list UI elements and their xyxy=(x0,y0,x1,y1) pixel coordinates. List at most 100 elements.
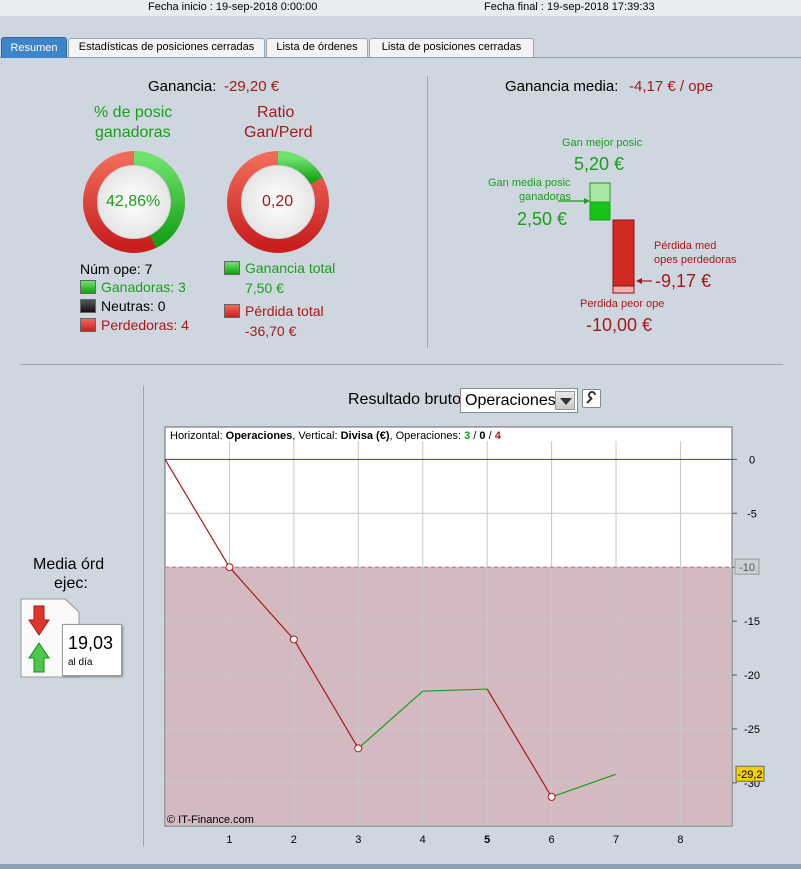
ratio-title-2: Gan/Perd xyxy=(244,124,313,141)
series-segment xyxy=(164,459,230,568)
worst-loss-label: Perdida peor ope xyxy=(580,298,665,310)
red-down-arrow-icon xyxy=(28,605,50,636)
avg-win-arrow-icon xyxy=(558,198,590,204)
win-pct-donut xyxy=(83,151,185,253)
win-pct-title-2: ganadoras xyxy=(95,124,171,141)
avg-loss-arrow-icon xyxy=(636,278,652,284)
tab-closed-position-list[interactable]: Lista de posiciones cerradas xyxy=(369,38,534,57)
chevron-down-icon[interactable] xyxy=(555,391,575,410)
orders-card: 19,03 al día xyxy=(62,624,122,676)
avg-loss-label: Pérdida med xyxy=(654,240,717,252)
num-ope: Núm ope: 7 xyxy=(80,261,153,277)
series-segment xyxy=(357,690,424,749)
y-tick-label: -20 xyxy=(744,670,760,682)
wrench-icon xyxy=(586,391,596,404)
bottom-border xyxy=(0,864,801,869)
x-tick-label: 3 xyxy=(355,834,361,846)
drawdown-label: -10 xyxy=(739,562,755,574)
losers-count: Perdedoras: 4 xyxy=(101,317,189,333)
data-point xyxy=(354,744,363,753)
gain-label: Ganancia: xyxy=(148,78,217,95)
y-tick-label: -5 xyxy=(747,508,757,520)
avg-gain-value: -4,17 € / ope xyxy=(629,78,714,95)
watermark: © IT-Finance.com xyxy=(167,814,254,826)
avg-win-label: Gan media posic xyxy=(488,177,571,189)
win-pct-title: % de posic xyxy=(94,104,173,121)
series-segment xyxy=(422,688,488,692)
ratio-title: Ratio xyxy=(257,104,295,121)
section-divider-vertical xyxy=(427,76,428,348)
y-tick-label: -15 xyxy=(744,616,760,628)
orders-unit: al día xyxy=(68,657,93,668)
ratio-center xyxy=(242,166,314,238)
total-gain-swatch xyxy=(224,261,240,275)
avg-loss-bar xyxy=(612,219,635,287)
best-gain-bar xyxy=(589,182,611,203)
drawdown-tag xyxy=(734,558,760,575)
start-date: Fecha inicio : 19-sep-2018 0:00:00 xyxy=(148,1,318,13)
gain-value: -29,20 € xyxy=(224,78,280,95)
series-segment xyxy=(486,688,553,798)
end-date: Fecha final : 19-sep-2018 17:39:33 xyxy=(484,1,655,13)
neutral-swatch xyxy=(80,299,96,313)
tab-order-list[interactable]: Lista de órdenes xyxy=(266,38,368,57)
x-tick-label: 2 xyxy=(291,834,297,846)
x-tick-label: 6 xyxy=(549,834,555,846)
avg-gain-label: Ganancia media: xyxy=(505,78,619,95)
orders-label-2: ejec: xyxy=(54,575,88,592)
worst-loss-value: -10,00 € xyxy=(586,315,653,335)
losers-swatch xyxy=(80,318,96,332)
avg-win-label-2: ganadoras xyxy=(519,191,571,203)
series-segment xyxy=(228,566,295,640)
green-up-arrow-icon xyxy=(28,642,50,673)
worst-loss-bar xyxy=(612,285,635,294)
ratio-value: 0,20 xyxy=(262,193,294,210)
avg-loss-value: -9,17 € xyxy=(655,271,712,291)
tab-resumen[interactable]: Resumen xyxy=(1,37,67,58)
winners-swatch xyxy=(80,280,96,294)
avg-gain-bar xyxy=(589,201,611,221)
total-loss-swatch xyxy=(224,304,240,318)
drawdown-area xyxy=(166,567,731,825)
chart-mode-value: Operaciones xyxy=(465,392,556,409)
total-gain-label: Ganancia total xyxy=(245,260,336,276)
x-tick-label: 1 xyxy=(226,834,232,846)
series-segment xyxy=(551,773,617,798)
best-gain-label: Gan mejor posic xyxy=(562,137,643,149)
last-value-tag xyxy=(735,765,765,782)
orders-value: 19,03 xyxy=(68,633,114,653)
data-point xyxy=(289,635,298,644)
chart-settings-button[interactable] xyxy=(582,389,601,408)
ratio-win-arc xyxy=(277,151,323,185)
section-divider-vertical-2 xyxy=(143,386,144,846)
best-gain-value: 5,20 € xyxy=(574,154,625,174)
total-loss-value: -36,70 € xyxy=(245,323,297,339)
last-value-label: -29,2 xyxy=(737,769,762,781)
tab-bar: Resumen Estadísticas de posiciones cerra… xyxy=(0,37,801,58)
neutral-count: Neutras: 0 xyxy=(101,298,166,314)
gain-loss-bars xyxy=(589,182,635,294)
avg-loss-label-2: opes perdedoras xyxy=(654,254,737,266)
chart-title: Resultado bruto xyxy=(348,391,461,408)
x-tick-label: 4 xyxy=(420,834,426,846)
donut-center xyxy=(98,166,170,238)
total-gain-value: 7,50 € xyxy=(245,280,284,296)
x-tick-label: 7 xyxy=(613,834,619,846)
winners-count: Ganadoras: 3 xyxy=(101,279,186,295)
data-point xyxy=(547,792,556,801)
win-pct-value: 42,86% xyxy=(106,193,161,210)
chart-mode-select[interactable]: Operaciones xyxy=(460,388,578,413)
total-loss-label: Pérdida total xyxy=(245,303,324,319)
series-segment xyxy=(293,639,359,749)
y-tick-label: 0 xyxy=(749,454,755,466)
ratio-donut xyxy=(227,151,329,253)
data-point xyxy=(225,563,234,572)
result-chart: Horizontal: Operaciones, Vertical: Divis… xyxy=(164,426,765,846)
avg-win-value: 2,50 € xyxy=(517,209,568,229)
donut-win-arc xyxy=(133,151,185,248)
x-tick-label: 5 xyxy=(484,834,490,846)
x-tick-label: 8 xyxy=(677,834,683,846)
date-range-bar: Fecha inicio : 19-sep-2018 0:00:00 Fecha… xyxy=(0,0,801,16)
tab-closed-position-stats[interactable]: Estadísticas de posiciones cerradas xyxy=(68,38,265,57)
